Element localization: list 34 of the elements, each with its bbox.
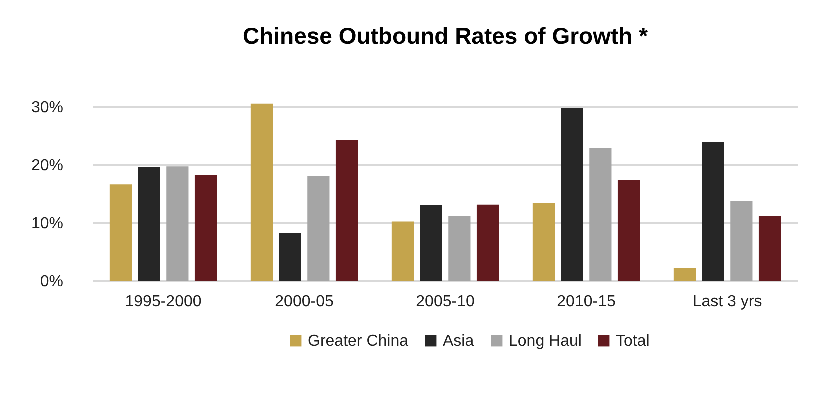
x-tick-label: Last 3 yrs: [692, 294, 762, 310]
legend-label: Total: [616, 333, 650, 350]
bar: [590, 148, 612, 281]
legend-label: Greater China: [308, 333, 409, 350]
bar: [166, 166, 189, 281]
bar: [250, 104, 274, 281]
legend-label: Long Haul: [509, 333, 582, 350]
x-tick-label: 2000-05: [275, 294, 334, 310]
legend-label: Asia: [443, 333, 474, 350]
bar: [561, 108, 584, 281]
bar: [448, 216, 471, 281]
x-tick-label: 2005-10: [416, 294, 475, 310]
bar: [758, 216, 782, 281]
bar: [194, 175, 218, 281]
bar: [110, 184, 132, 281]
bar: [476, 204, 500, 281]
chart-title: Chinese Outbound Rates of Growth *: [242, 22, 648, 49]
bar: [392, 222, 414, 281]
x-tick-label: 2010-15: [557, 294, 616, 310]
bar: [138, 167, 160, 281]
bar: [702, 142, 724, 281]
bar: [532, 203, 556, 281]
y-tick-label: 20%: [31, 157, 64, 174]
x-tick-label: 1995-2000: [125, 294, 202, 310]
bar: [730, 201, 753, 281]
y-tick-label: 0%: [40, 274, 64, 290]
bar: [618, 180, 640, 281]
bar: [308, 176, 330, 281]
bar: [420, 206, 442, 281]
bar: [336, 140, 358, 281]
y-tick-label: 10%: [31, 215, 64, 232]
bar: [279, 233, 302, 281]
bar: [674, 268, 696, 281]
y-tick-label: 30%: [31, 99, 64, 116]
